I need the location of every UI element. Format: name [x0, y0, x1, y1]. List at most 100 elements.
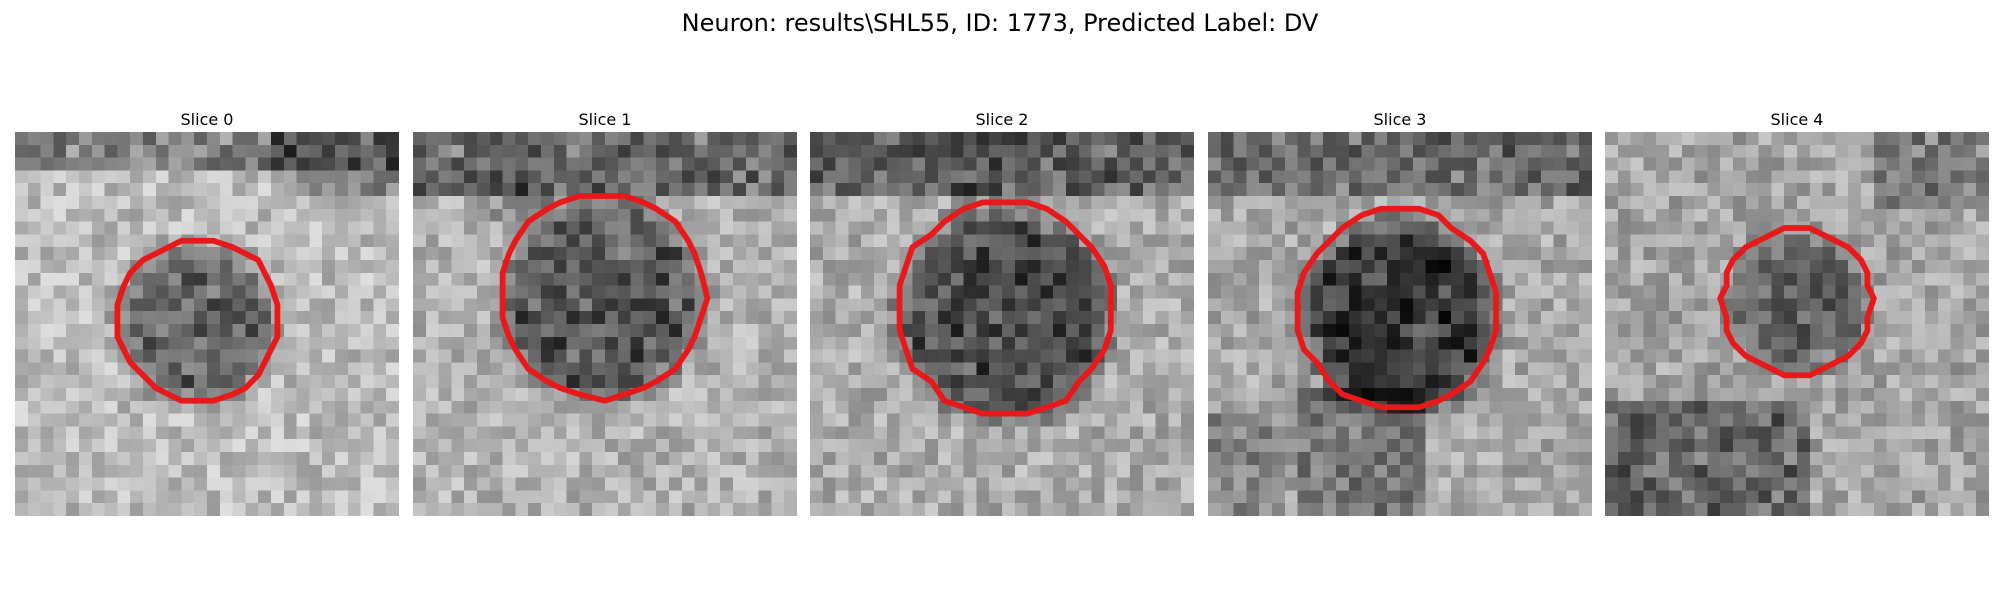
pixel — [886, 170, 900, 184]
pixel — [1886, 132, 1900, 146]
pixel — [950, 375, 964, 389]
pixel — [1758, 349, 1772, 363]
pixel — [438, 285, 452, 299]
pixel — [1091, 234, 1105, 248]
pixel — [1950, 349, 1964, 363]
pixel — [1707, 400, 1721, 414]
pixel — [1797, 362, 1811, 376]
pixel — [1168, 464, 1182, 478]
pixel — [1540, 349, 1554, 363]
pixel — [1758, 388, 1772, 402]
pixel — [1220, 311, 1234, 325]
pixel — [1014, 132, 1028, 146]
pixel — [1040, 285, 1054, 299]
pixel — [464, 413, 478, 427]
pixel — [1669, 260, 1683, 274]
pixel — [1681, 464, 1695, 478]
pixel — [373, 285, 387, 299]
pixel — [1669, 336, 1683, 350]
pixel — [1091, 208, 1105, 222]
pixel — [1002, 413, 1016, 427]
pixel — [1784, 477, 1798, 491]
pixel — [1720, 477, 1734, 491]
pixel — [1848, 388, 1862, 402]
pixel — [1438, 285, 1452, 299]
pixel — [1272, 272, 1286, 286]
pixel — [1553, 183, 1567, 197]
pixel — [963, 426, 977, 440]
pixel — [1066, 170, 1080, 184]
pixel — [1873, 477, 1887, 491]
pixel — [835, 464, 849, 478]
pixel — [1233, 234, 1247, 248]
pixel — [40, 144, 54, 158]
pixel — [1027, 349, 1041, 363]
pixel — [1720, 183, 1734, 197]
pixel — [630, 336, 644, 350]
pixel — [861, 260, 875, 274]
pixel — [1899, 388, 1913, 402]
pixel — [1733, 311, 1747, 325]
pixel — [720, 349, 734, 363]
pixel — [91, 144, 105, 158]
pixel — [605, 170, 619, 184]
pixel — [1873, 298, 1887, 312]
pixel — [1925, 247, 1939, 261]
pixel — [1745, 298, 1759, 312]
pixel — [1476, 413, 1490, 427]
pixel — [155, 477, 169, 491]
pixel — [1400, 285, 1414, 299]
pixel — [515, 400, 529, 414]
pixel — [976, 439, 990, 453]
pixel — [438, 260, 452, 274]
pixel — [1848, 477, 1862, 491]
pixel — [643, 452, 657, 466]
pixel — [1835, 426, 1849, 440]
pixel — [1566, 144, 1580, 158]
pixel — [579, 170, 593, 184]
pixel — [1425, 247, 1439, 261]
pixel — [1323, 503, 1337, 516]
pixel — [656, 477, 670, 491]
pixel — [1566, 362, 1580, 376]
pixel — [1387, 132, 1401, 146]
pixel — [1208, 464, 1222, 478]
pixel — [1630, 490, 1644, 504]
pixel — [258, 375, 272, 389]
pixel — [899, 298, 913, 312]
pixel — [1617, 298, 1631, 312]
pixel — [1784, 439, 1798, 453]
pixel — [1155, 375, 1169, 389]
pixel — [1579, 452, 1592, 466]
roi-outline-2 — [896, 199, 1114, 417]
pixel — [950, 170, 964, 184]
pixel — [66, 503, 80, 516]
pixel — [656, 349, 670, 363]
pixel — [1733, 362, 1747, 376]
pixel — [1656, 221, 1670, 235]
pixel — [360, 464, 374, 478]
pixel — [1617, 324, 1631, 338]
pixel — [1771, 272, 1785, 286]
pixel — [963, 234, 977, 248]
pixel — [1925, 375, 1939, 389]
pixel — [758, 426, 772, 440]
pixel — [1233, 464, 1247, 478]
pixel — [925, 452, 939, 466]
pixel — [1027, 311, 1041, 325]
pixel — [1297, 400, 1311, 414]
pixel — [886, 375, 900, 389]
pixel — [283, 375, 297, 389]
pixel — [1284, 298, 1298, 312]
pixel — [425, 183, 439, 197]
pixel — [1566, 477, 1580, 491]
pixel — [1937, 503, 1951, 516]
pixel — [130, 464, 144, 478]
pixel — [1272, 234, 1286, 248]
pixel — [1208, 144, 1222, 158]
pixel — [143, 144, 157, 158]
pixel — [464, 362, 478, 376]
pixel — [219, 221, 233, 235]
pixel — [515, 336, 529, 350]
pixel — [976, 503, 990, 516]
